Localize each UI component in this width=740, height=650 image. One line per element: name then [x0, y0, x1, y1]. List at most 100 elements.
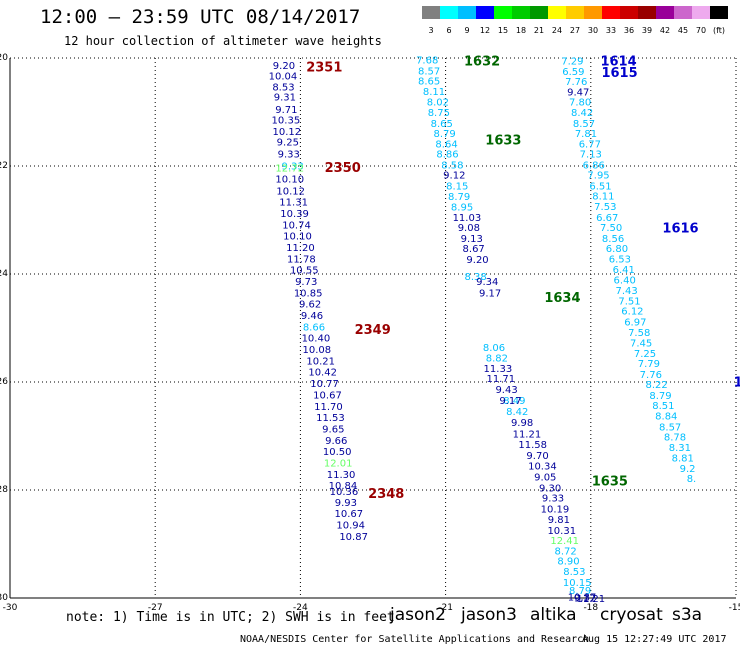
wave-height-value: 6.67: [596, 213, 618, 224]
footer-note: note: 1) Time is in UTC; 2) SWH is in fe…: [66, 610, 395, 625]
wave-height-value: 11.33: [484, 364, 513, 375]
wave-height-value: 11.03: [453, 213, 482, 224]
lat-tick-label: -28: [0, 485, 8, 495]
wave-height-value: 10.67: [334, 509, 363, 520]
wave-height-value: 6.41: [613, 265, 635, 276]
wave-height-value: 6.80: [606, 244, 628, 255]
wave-height-value: 8.22: [645, 380, 667, 391]
pass-number-label: 2350: [325, 161, 361, 176]
wave-height-value: 8.72: [554, 546, 576, 557]
wave-height-value: 7.81: [575, 129, 597, 140]
wave-height-value: 10.55: [290, 266, 319, 277]
colorbar-swatch: [566, 6, 584, 19]
wave-height-value: 10.12: [273, 127, 302, 138]
wave-height-value: 8.11: [423, 87, 445, 98]
wave-height-value: 11.21: [576, 594, 605, 605]
wave-height-value: 9.62: [299, 300, 321, 311]
page-subtitle: 12 hour collection of altimeter wave hei…: [64, 34, 382, 48]
wave-height-value: 9.34: [476, 277, 498, 288]
wave-height-value: 8.56: [602, 234, 624, 245]
credit-line: NOAA/NESDIS Center for Satellite Applica…: [240, 634, 590, 645]
wave-height-value: 7.51: [618, 296, 640, 307]
colorbar-label: 15: [498, 26, 508, 35]
colorbar-swatch: [440, 6, 458, 19]
wave-height-value: 9.46: [301, 311, 323, 322]
wave-height-value: 10.08: [303, 345, 332, 356]
wave-height-value: 6.53: [609, 254, 631, 265]
wave-height-value: 8.15: [446, 181, 468, 192]
wave-height-value: 9.81: [548, 515, 570, 526]
wave-height-value: 10.37: [568, 592, 597, 603]
wave-height-value: 8.65: [431, 119, 453, 130]
wave-height-value: 10.12: [276, 186, 305, 197]
pass-number-label: 16: [734, 375, 740, 390]
wave-height-value: 8.42: [571, 108, 593, 119]
wave-height-value: 10.10: [275, 174, 304, 185]
wave-height-value: 12.01: [324, 458, 353, 469]
wave-height-value: 10.42: [308, 368, 337, 379]
colorbar-label: 30: [588, 26, 598, 35]
wave-height-value: 8.57: [573, 119, 595, 130]
page-title: 12:00 – 23:59 UTC 08/14/2017: [40, 6, 361, 28]
pass-number-label: 1635: [592, 474, 628, 489]
wave-height-value: 10.15: [563, 578, 592, 589]
wave-height-value: 10.77: [310, 379, 339, 390]
pass-number-label: 1632: [464, 55, 500, 70]
wave-height-value: 8.79: [433, 129, 455, 140]
colorbar-swatch: [530, 6, 548, 19]
pass-number-label: 1634: [544, 291, 580, 306]
wave-height-value: 9.73: [295, 277, 317, 288]
colorbar-swatch: [620, 6, 638, 19]
colorbar-label: 36: [624, 26, 634, 35]
wave-height-value: 7.25: [634, 349, 656, 360]
wave-height-value: 10.21: [306, 356, 335, 367]
wave-height-value: 7.45: [630, 339, 652, 350]
wave-height-value: 8.: [687, 474, 697, 485]
wave-height-value: 10.67: [313, 390, 342, 401]
wave-height-value: 8.49: [503, 396, 525, 407]
colorbar-swatch: [710, 6, 728, 19]
colorbar-swatch: [476, 6, 494, 19]
lat-tick-label: -22: [0, 161, 8, 171]
wave-height-value: 8.79: [448, 192, 470, 203]
colorbar-label: 70: [696, 26, 706, 35]
wave-height-value: 9.17: [479, 288, 501, 299]
colorbar-label: 27: [570, 26, 580, 35]
wave-height-value: 8.57: [418, 66, 440, 77]
colorbar-label: 3: [428, 26, 433, 35]
wave-height-value: 8.31: [669, 443, 691, 454]
wave-height-value: 8.57: [659, 422, 681, 433]
wave-height-value: 10.31: [547, 526, 576, 537]
wave-height-value: 8.58: [441, 160, 463, 171]
wave-height-value: 9.65: [322, 424, 344, 435]
wave-height-value: 7.80: [569, 98, 591, 109]
wave-height-value: 6.86: [583, 160, 605, 171]
wave-height-value: 7.76: [565, 77, 587, 88]
wave-height-value: 8.75: [428, 108, 450, 119]
wave-height-value: 8.06: [483, 343, 505, 354]
lon-tick-label: -18: [583, 603, 598, 613]
wave-height-value: 10.35: [272, 116, 301, 127]
wave-height-value: 9.70: [526, 451, 548, 462]
colorbar-label: 9: [464, 26, 469, 35]
colorbar-label: 42: [660, 26, 670, 35]
lat-tick-label: -26: [0, 377, 8, 387]
wave-height-value: 8.53: [563, 567, 585, 578]
wave-height-value: 10.04: [269, 71, 298, 82]
legend-s3a: s3a: [672, 605, 703, 625]
wave-height-value: 9.22: [574, 593, 596, 604]
wave-height-value: 8.79: [569, 586, 591, 597]
wave-height-value: 10.40: [302, 334, 331, 345]
wave-height-value: 8.84: [655, 411, 677, 422]
colorbar-label: 18: [516, 26, 526, 35]
wave-height-value: 11.31: [279, 198, 308, 209]
wave-height-value: 8.86: [436, 150, 458, 161]
wave-height-value: 10.36: [330, 487, 359, 498]
wave-height-value: 6.51: [589, 181, 611, 192]
colorbar-swatch: [458, 6, 476, 19]
wave-height-value: 9.17: [499, 396, 521, 407]
wave-height-value: 6.59: [562, 67, 584, 78]
wave-height-value: 7.43: [615, 286, 637, 297]
wave-height-value: 8.11: [592, 192, 614, 203]
wave-height-value: 12.41: [550, 536, 579, 547]
